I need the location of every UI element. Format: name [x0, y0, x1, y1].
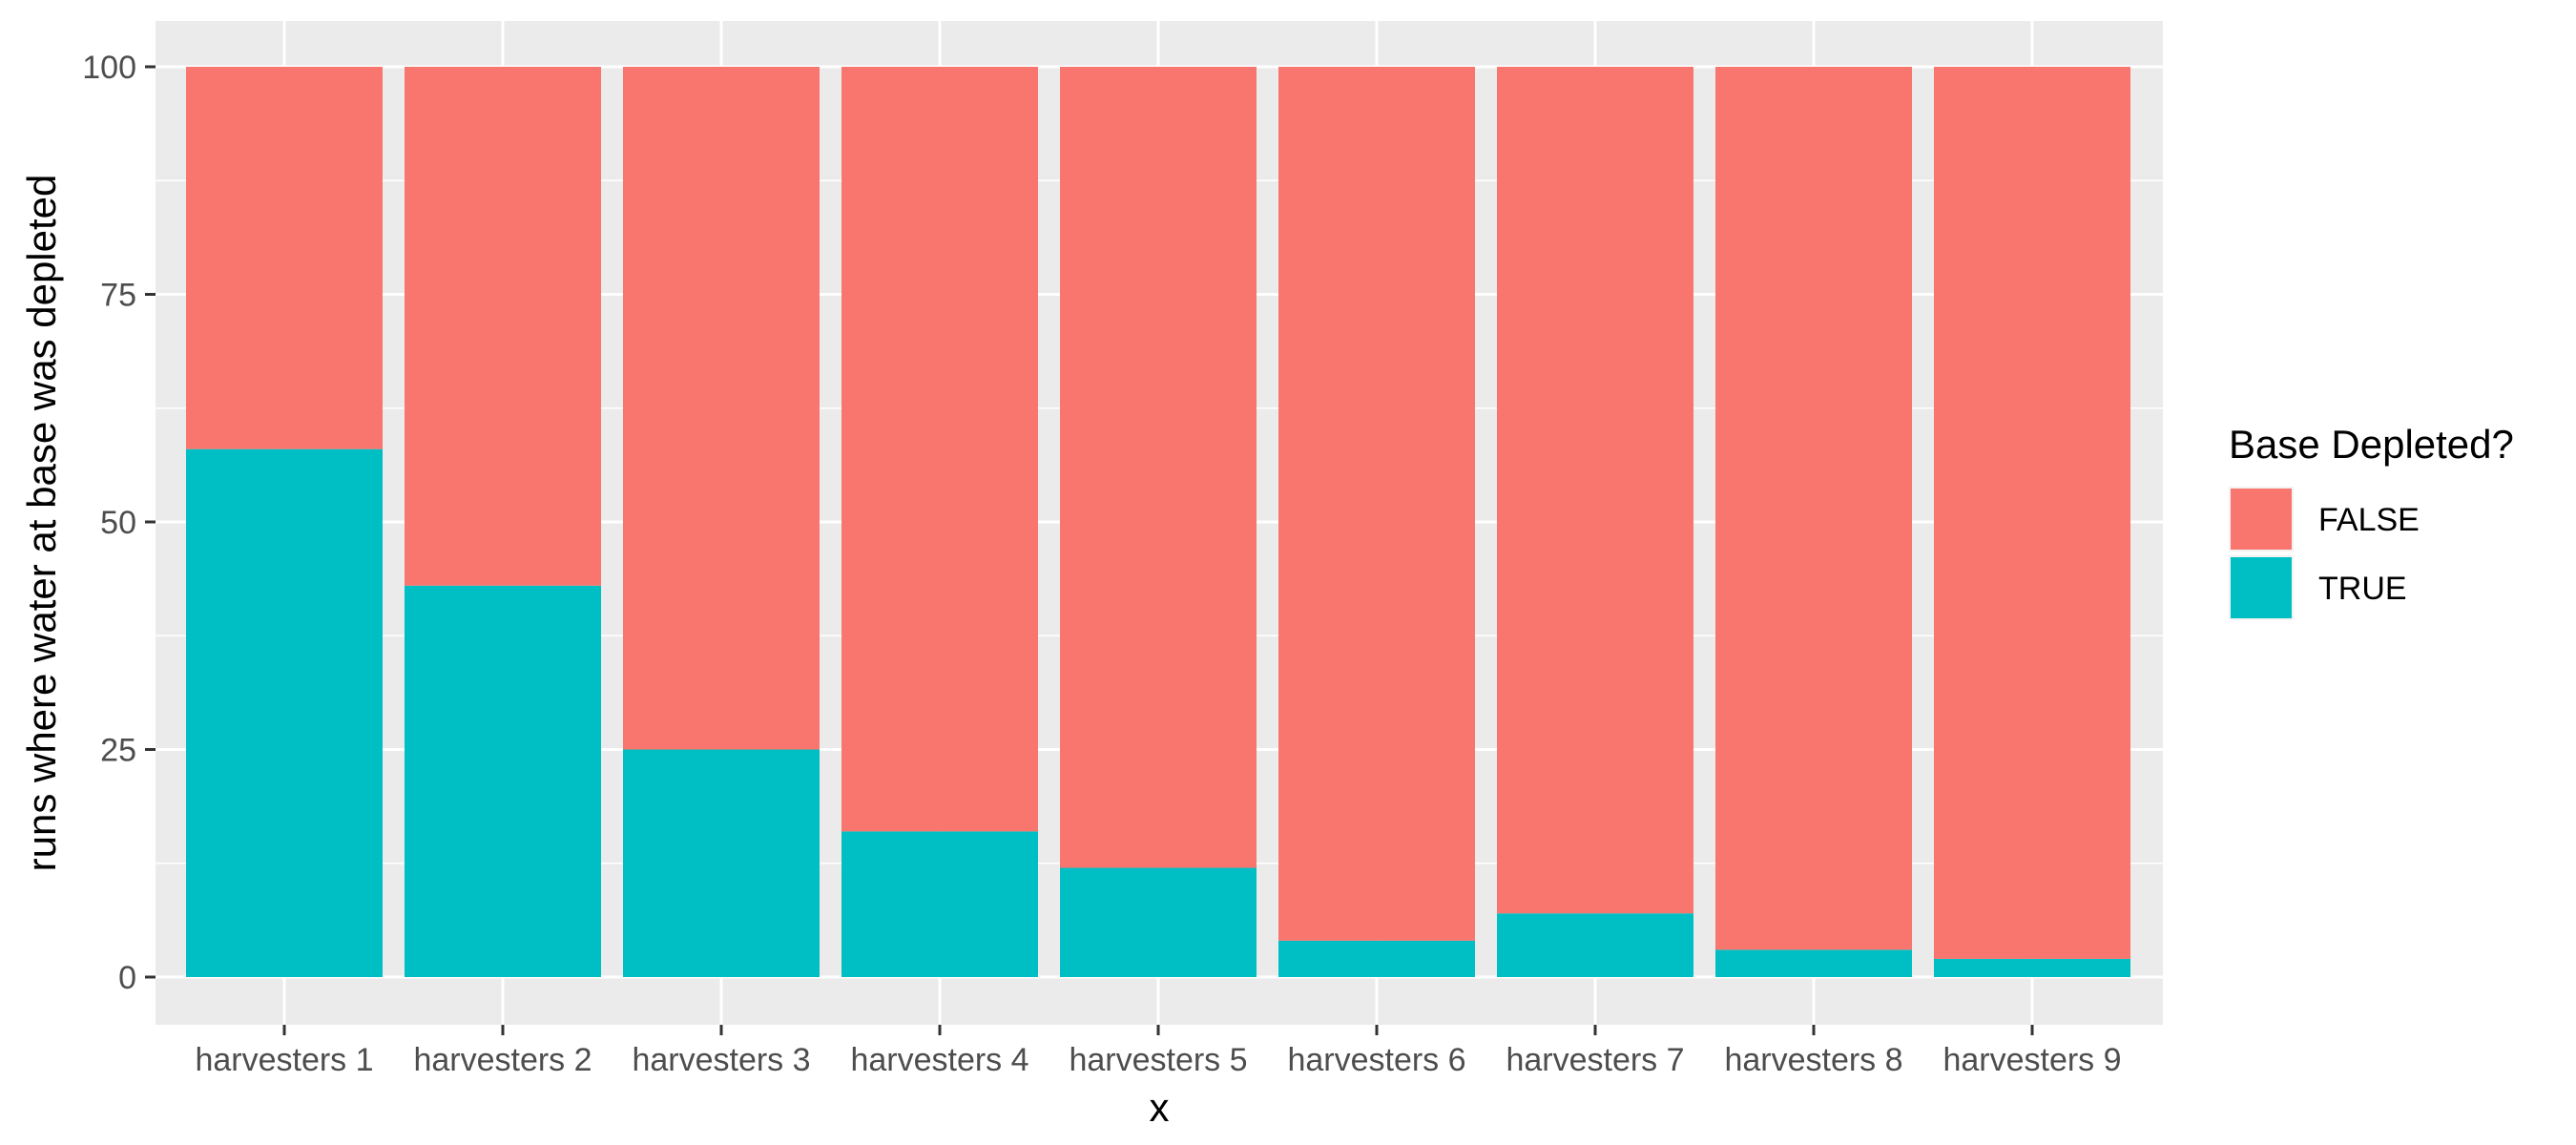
- legend-items: FALSE TRUE: [2229, 487, 2420, 620]
- y-axis: 0 25 50 75 100: [82, 50, 156, 996]
- bar-false-9: [1934, 67, 2130, 959]
- bar-false-7: [1497, 67, 1693, 914]
- bar-true-6: [1278, 940, 1475, 977]
- legend-label-false: FALSE: [2318, 502, 2420, 538]
- bar-true-7: [1497, 913, 1693, 977]
- legend-swatch-false: [2231, 489, 2292, 550]
- bar-true-5: [1060, 867, 1257, 977]
- bar-false-6: [1278, 67, 1475, 941]
- x-tick-label: harvesters 2: [413, 1042, 592, 1078]
- legend-label-true: TRUE: [2318, 571, 2407, 607]
- legend-swatch-true: [2231, 557, 2292, 618]
- bar-true-8: [1715, 949, 1912, 977]
- y-tick-label: 75: [100, 278, 136, 314]
- x-tick-label: harvesters 9: [1942, 1042, 2121, 1078]
- y-tick-label: 100: [82, 50, 136, 86]
- bar-false-1: [186, 67, 383, 449]
- y-tick-label: 25: [100, 733, 136, 769]
- y-tick-label: 0: [118, 960, 136, 996]
- x-tick-label: harvesters 7: [1506, 1042, 1684, 1078]
- bar-true-4: [841, 831, 1038, 977]
- x-tick-label: harvesters 8: [1724, 1042, 1902, 1078]
- bar-false-8: [1715, 67, 1912, 950]
- x-tick-label: harvesters 5: [1069, 1042, 1247, 1078]
- x-tick-label: harvesters 4: [850, 1042, 1028, 1078]
- x-axis-title: x: [1150, 1085, 1170, 1130]
- bar-true-9: [1934, 958, 2130, 977]
- y-tick-label: 50: [100, 505, 136, 541]
- x-tick-label: harvesters 6: [1287, 1042, 1465, 1078]
- bar-true-3: [623, 749, 820, 977]
- x-tick-label: harvesters 3: [632, 1042, 810, 1078]
- legend: Base Depleted? FALSE TRUE: [2229, 422, 2514, 620]
- bar-true-1: [186, 448, 383, 977]
- bar-false-5: [1060, 67, 1257, 868]
- x-tick-label: harvesters 1: [195, 1042, 373, 1078]
- legend-title: Base Depleted?: [2229, 422, 2514, 467]
- bar-false-4: [841, 67, 1038, 832]
- bar-true-2: [405, 585, 601, 977]
- x-axis: harvesters 1 harvesters 2 harvesters 3 harv…: [195, 1025, 2122, 1078]
- y-axis-title: runs where water at base was depleted: [19, 175, 64, 872]
- bar-false-2: [405, 67, 601, 586]
- bar-false-3: [623, 67, 820, 750]
- bars: [186, 67, 2130, 977]
